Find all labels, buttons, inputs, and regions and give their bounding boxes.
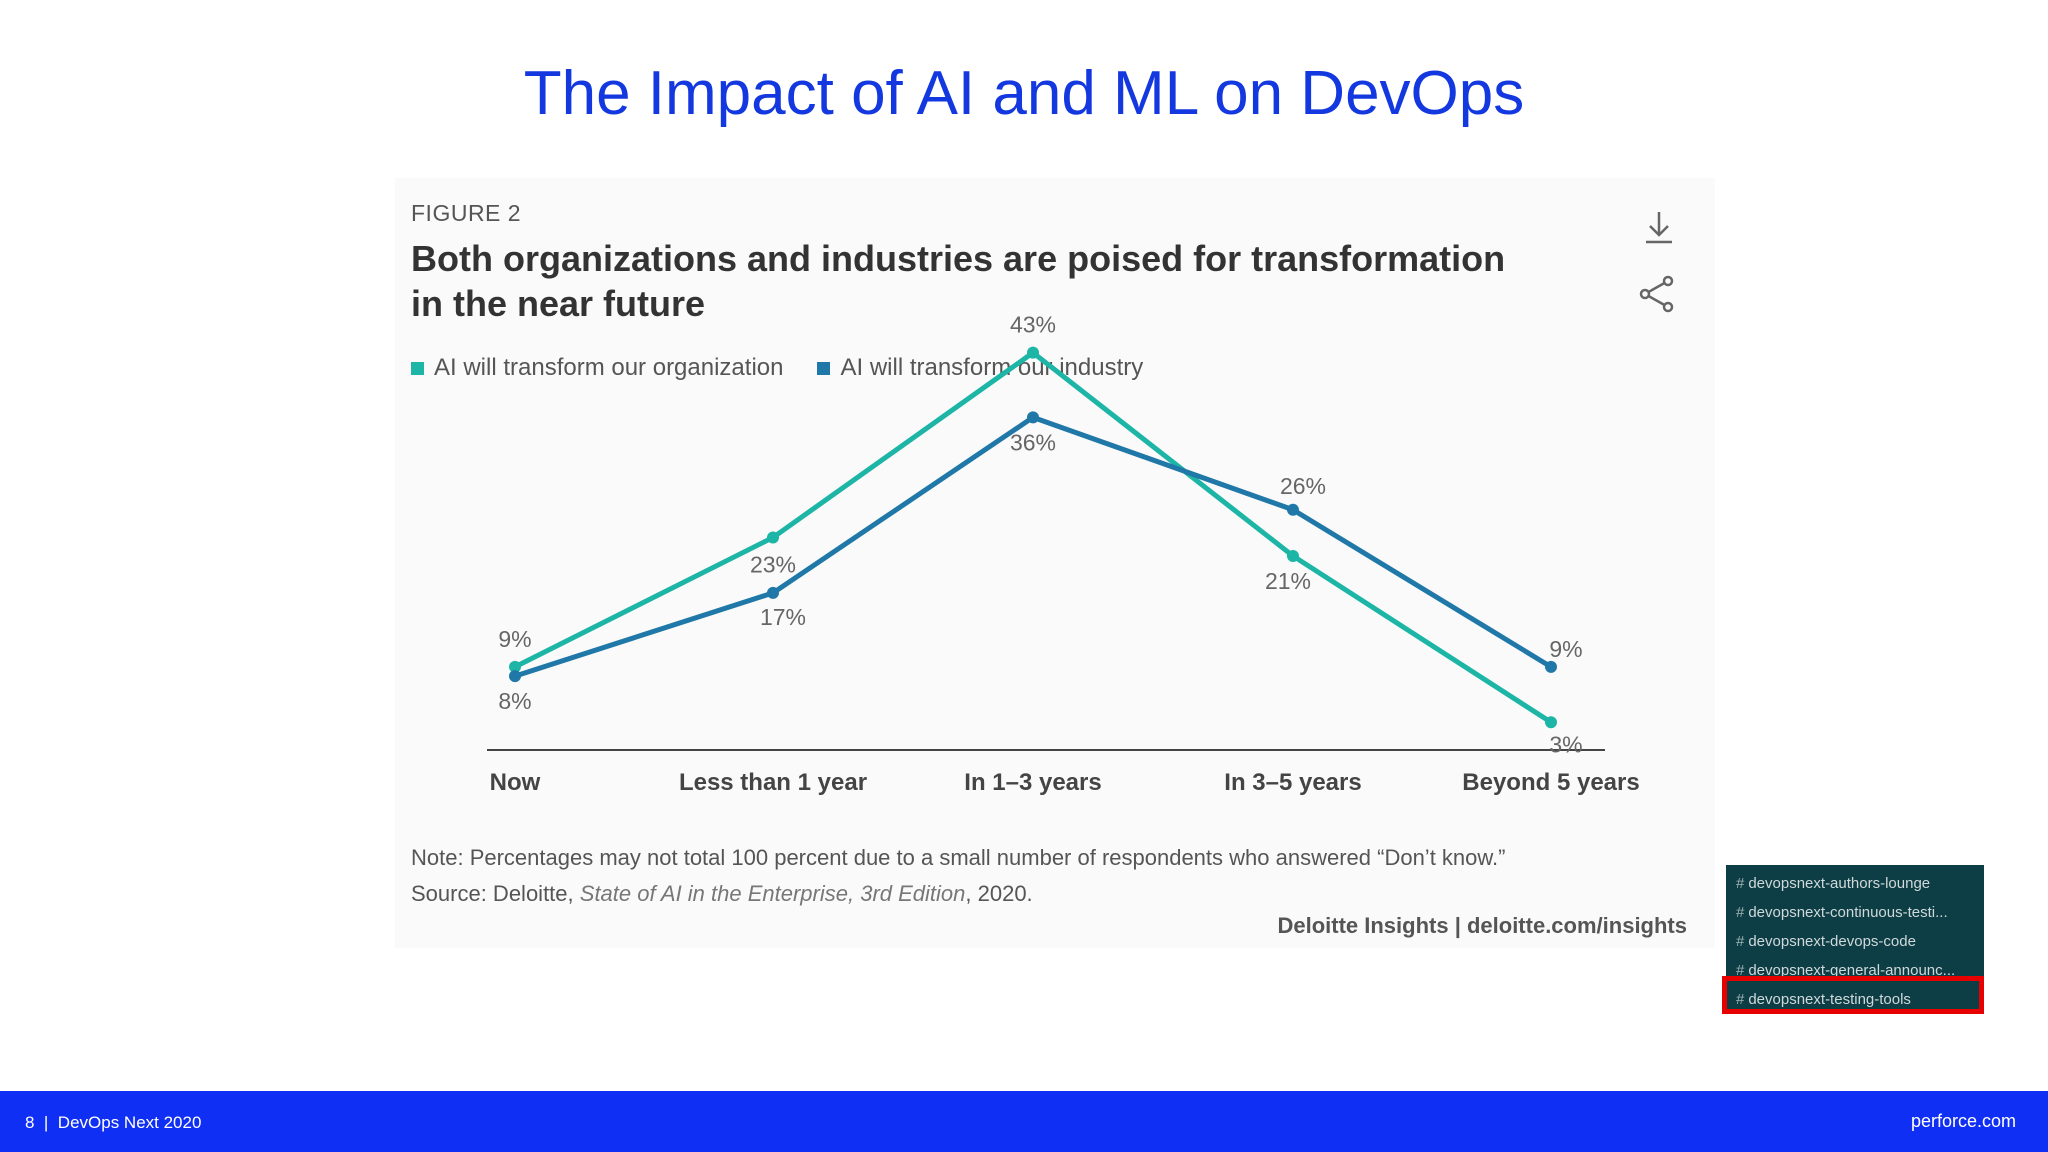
channel-label: devopsnext-authors-lounge [1748, 875, 1931, 892]
footer-event: DevOps Next 2020 [57, 1113, 202, 1132]
hash-icon: # [1736, 875, 1745, 892]
credit-line: Deloitte Insights | deloitte.com/insight… [1277, 913, 1687, 938]
series-line [513, 350, 1553, 725]
legend-label-industry: AI will transform our industry [840, 354, 1144, 381]
x-tick-label: Less than 1 year [679, 769, 867, 796]
channel-label: devopsnext-devops-code [1748, 933, 1916, 950]
note-text: Note: Percentages may not total 100 perc… [411, 845, 1506, 870]
highlight-box [1722, 976, 1984, 1014]
channel-label: devopsnext-continuous-testi... [1748, 904, 1948, 921]
hash-icon: # [1736, 933, 1745, 950]
figure-heading: Both organizations and industries are po… [411, 238, 1506, 324]
data-point [1027, 346, 1039, 359]
data-point [767, 586, 779, 599]
data-point [509, 670, 521, 683]
x-tick-label: Beyond 5 years [1462, 769, 1639, 796]
channel-item[interactable]: # devopsnext-general-announc... [1726, 956, 1984, 985]
share-icon[interactable] [1635, 272, 1679, 316]
footer-bar: 8 | DevOps Next 2020 perforce.com [0, 1091, 2048, 1152]
channel-list: # devopsnext-authors-lounge # devopsnext-c… [1726, 865, 1984, 1013]
data-point [1027, 411, 1039, 424]
series-line [514, 414, 1553, 679]
data-label: 9% [498, 626, 531, 652]
download-icon[interactable] [1637, 206, 1681, 250]
channel-item[interactable]: # devopsnext-devops-code [1726, 927, 1984, 956]
footer-site: perforce.com [1910, 1111, 2016, 1131]
data-point [1545, 716, 1557, 729]
data-label: 36% [1010, 429, 1056, 455]
chart-legend: AI will transform our organization AI wi… [411, 354, 1143, 382]
slide-title: The Impact of AI and ML on DevOps [523, 59, 1525, 128]
footer-separator: | [43, 1113, 49, 1132]
data-label: 9% [1549, 636, 1582, 662]
legend-item-organization: AI will transform our organization [411, 354, 783, 382]
data-label: 8% [498, 688, 531, 714]
x-tick-label: In 3–5 years [1224, 769, 1361, 796]
legend-label-organization: AI will transform our organization [434, 354, 784, 381]
channel-item[interactable]: # devopsnext-continuous-testi... [1726, 898, 1984, 927]
data-point [1545, 660, 1557, 673]
figure-panel: FIGURE 2 Both organizations and industri… [395, 178, 1715, 948]
channel-item[interactable]: # devopsnext-authors-lounge [1726, 869, 1984, 898]
line-chart: Now Less than 1 year In 1–3 years In 3–5 ye… [487, 312, 1640, 796]
source-line: Source: Deloitte, State of AI in the Ent… [411, 876, 1506, 912]
channel-item-highlighted[interactable]: # devopsnext-testing-tools [1726, 985, 1984, 1014]
legend-swatch-organization [411, 361, 424, 375]
x-tick-label: In 1–3 years [964, 769, 1101, 796]
figure-note: Note: Percentages may not total 100 perc… [411, 840, 1506, 912]
figure-label: FIGURE 2 [411, 200, 522, 226]
hash-icon: # [1736, 904, 1745, 921]
data-point [767, 531, 779, 544]
data-label: 43% [1010, 312, 1056, 338]
legend-item-industry: AI will transform our industry [817, 354, 1143, 382]
data-label: 23% [750, 551, 796, 577]
hash-icon: # [1736, 962, 1745, 979]
data-label: 3% [1549, 731, 1582, 757]
data-label: 26% [1280, 473, 1326, 499]
data-point [1287, 503, 1299, 516]
legend-swatch-industry [817, 361, 831, 375]
hash-icon: # [1736, 991, 1745, 1008]
source-prefix: Source: Deloitte, [411, 881, 574, 906]
channel-label: devopsnext-testing-tools [1748, 991, 1911, 1008]
page-number: 8 [25, 1113, 35, 1132]
source-suffix: , 2020. [965, 881, 1033, 906]
x-tick-label: Now [490, 769, 541, 796]
data-label: 21% [1265, 568, 1311, 594]
data-point [509, 660, 521, 673]
footer-left: 8 | DevOps Next 2020 [25, 1113, 201, 1133]
data-label: 17% [760, 604, 806, 630]
channel-label: devopsnext-general-announc... [1748, 962, 1956, 979]
data-point [1287, 549, 1299, 562]
source-title: State of AI in the Enterprise, 3rd Editi… [579, 881, 966, 906]
